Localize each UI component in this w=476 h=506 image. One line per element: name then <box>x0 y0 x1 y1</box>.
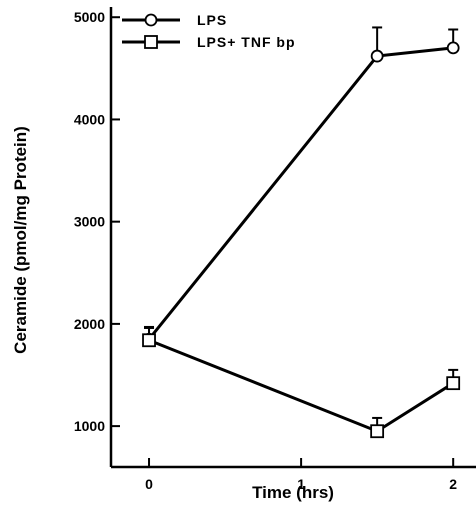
square-marker <box>142 333 156 348</box>
series-lines <box>147 46 454 433</box>
y-tick-label: 4000 <box>74 111 105 127</box>
y-axis-title: Ceramide (pmol/mg Protein) <box>11 126 30 354</box>
legend-circle-marker <box>144 13 158 27</box>
circle-marker <box>446 41 460 55</box>
axes: 1000 2000 3000 4000 5000 0 1 2 <box>74 7 476 492</box>
y-tick-label: 1000 <box>74 418 105 434</box>
series-line-0 <box>147 46 454 341</box>
square-marker <box>446 376 461 391</box>
y-tick-label: 3000 <box>74 214 105 230</box>
legend-label-0: LPS <box>197 12 227 28</box>
series-line-1 <box>148 338 454 433</box>
x-tick-label: 1 <box>297 476 305 492</box>
legend-label-1: LPS+ TNF bp <box>197 34 296 50</box>
square-marker <box>370 424 385 439</box>
x-axis-title: Time (hrs) <box>252 483 334 502</box>
error-bars <box>144 26 459 432</box>
x-tick-label: 2 <box>449 476 457 492</box>
x-tick-label: 0 <box>145 476 153 492</box>
legend-square-marker <box>144 35 158 49</box>
circle-marker <box>370 49 384 63</box>
y-tick-label: 2000 <box>74 316 105 332</box>
y-tick-label: 5000 <box>74 9 105 25</box>
data-markers <box>142 41 461 439</box>
legend: LPS LPS+ TNF bp <box>122 12 296 50</box>
